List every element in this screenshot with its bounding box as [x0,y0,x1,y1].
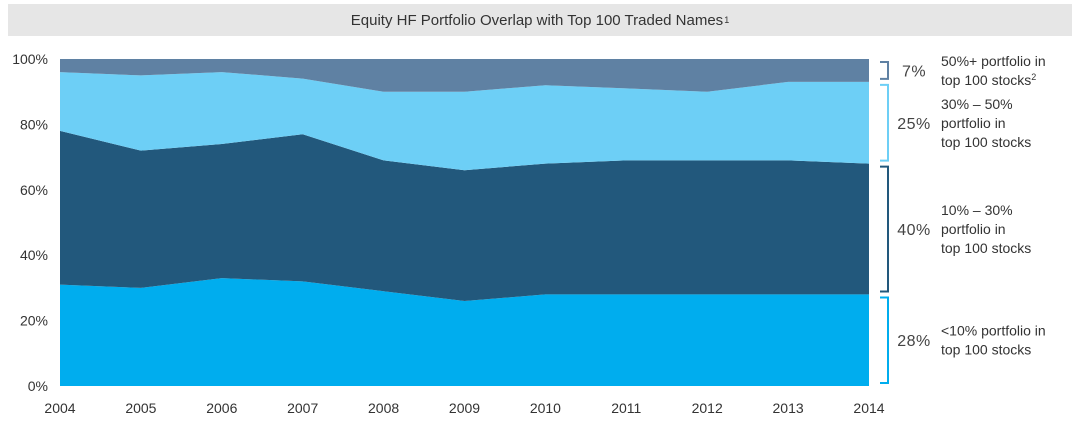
annotation-percent: 25% [897,116,931,133]
annotation-3: 25% 30% – 50% portfolio in top 100 stocks [880,83,1031,162]
annotation-label-line: portfolio in [941,115,1006,131]
annotation-2: 40% 10% – 30% portfolio in top 100 stocks [880,165,1031,293]
area-series-1 [60,278,869,386]
annotation-label-line: 50%+ portfolio in [941,53,1046,69]
annotation-1: 28% <10% portfolio in top 100 stocks [880,296,1046,384]
area-series-4 [60,59,869,92]
annotation-label-line: top 100 stocks [941,342,1031,358]
annotation-label-line: top 100 stocks2 [941,72,1036,88]
annotation-label-line: 10% – 30% [941,202,1013,218]
y-tick-label: 0% [28,378,48,394]
y-tick-label: 60% [20,182,48,198]
annotation-footnote: 2 [1031,72,1036,82]
y-tick-label: 80% [20,116,48,132]
x-tick-label: 2012 [692,400,723,416]
x-tick-label: 2009 [449,400,480,416]
x-tick-label: 2014 [853,400,884,416]
x-tick-label: 2010 [530,400,561,416]
chart-title-bar: Equity HF Portfolio Overlap with Top 100… [8,4,1072,36]
annotation-bracket [880,83,889,162]
x-tick-label: 2011 [611,400,641,416]
annotation-percent: 40% [897,222,931,239]
annotation-label-line: 30% – 50% [941,96,1013,112]
chart-title: Equity HF Portfolio Overlap with Top 100… [350,11,724,29]
x-tick-label: 2004 [44,400,75,416]
annotation-label-line: top 100 stocks [941,240,1031,256]
annotation-label-line: top 100 stocks [941,134,1031,150]
area-series-3 [60,72,869,171]
annotation-4: 7% 50%+ portfolio in top 100 stocks2 [880,53,1046,88]
annotation-label-line: portfolio in [941,221,1006,237]
title-footnote: 1 [724,15,730,25]
x-tick-label: 2008 [368,400,399,416]
annotation-percent: 28% [897,333,931,350]
annotation-percent: 7% [902,63,926,80]
y-tick-label: 100% [12,51,48,67]
x-tick-label: 2007 [287,400,318,416]
annotation-label-line: <10% portfolio in [941,323,1046,339]
y-tick-label: 20% [20,313,48,329]
x-tick-label: 2013 [773,400,804,416]
area-series-2 [60,130,869,301]
x-tick-label: 2006 [206,400,237,416]
y-tick-label: 40% [20,247,48,263]
annotation-bracket [880,296,889,384]
annotation-bracket [880,165,889,293]
x-tick-label: 2005 [125,400,156,416]
annotation-bracket [880,61,889,80]
